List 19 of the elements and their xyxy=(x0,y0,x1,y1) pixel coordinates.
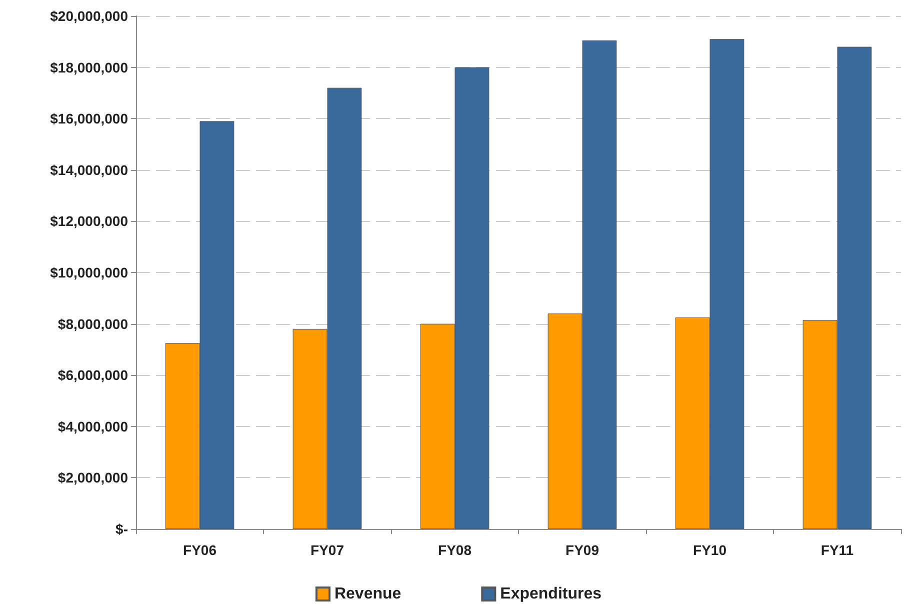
x-tick-label: FY07 xyxy=(310,542,344,558)
y-tick-label: $6,000,000 xyxy=(58,367,128,384)
x-tick-label: FY09 xyxy=(566,542,600,558)
y-tick-label: $20,000,000 xyxy=(50,8,128,24)
legend-label: Revenue xyxy=(334,586,402,602)
y-tick-label: $10,000,000 xyxy=(50,264,128,280)
y-tick-label: $16,000,000 xyxy=(50,110,128,127)
x-tick-label: FY08 xyxy=(438,542,472,558)
y-tick-label: $2,000,000 xyxy=(58,470,128,486)
x-tick-label: FY11 xyxy=(820,542,854,558)
y-tick-label: $12,000,000 xyxy=(50,213,128,230)
x-tick-label: FY10 xyxy=(693,542,727,558)
x-tick-label: FY06 xyxy=(183,542,217,558)
y-tick-label: $4,000,000 xyxy=(58,418,128,434)
y-tick-label: $- xyxy=(116,521,128,537)
y-tick-label: $8,000,000 xyxy=(58,316,128,332)
legend-label: Expenditures xyxy=(500,586,602,602)
y-tick-label: $14,000,000 xyxy=(50,162,128,178)
y-tick-label: $18,000,000 xyxy=(50,59,128,76)
